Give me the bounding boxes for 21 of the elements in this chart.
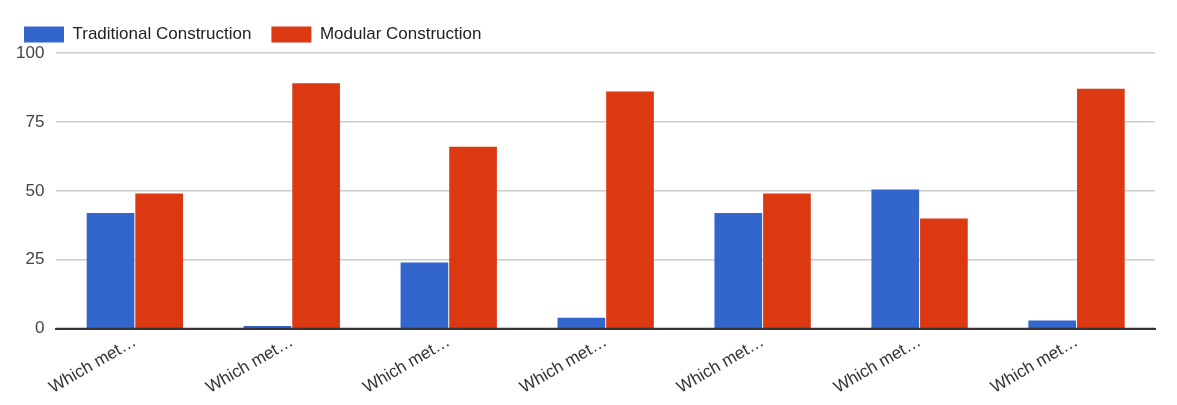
bar — [449, 146, 497, 328]
y-tick-label: 75 — [25, 111, 45, 131]
bar — [557, 317, 606, 328]
legend-label: Traditional Construction — [72, 24, 252, 44]
bar — [292, 83, 340, 328]
bar — [243, 325, 292, 328]
bar — [920, 218, 968, 328]
bar — [871, 189, 920, 328]
y-tick-label: 50 — [25, 180, 45, 200]
bar — [714, 212, 763, 328]
y-tick-label: 25 — [25, 249, 45, 269]
bar — [763, 193, 811, 328]
bar — [1028, 320, 1077, 328]
bar — [135, 193, 184, 328]
y-tick-label: 100 — [15, 42, 45, 62]
bar — [86, 212, 135, 328]
bar — [400, 262, 449, 328]
y-tick-label: 0 — [34, 318, 45, 338]
bar — [606, 91, 654, 328]
legend-label: Modular Construction — [319, 24, 482, 44]
bar — [1077, 88, 1125, 328]
